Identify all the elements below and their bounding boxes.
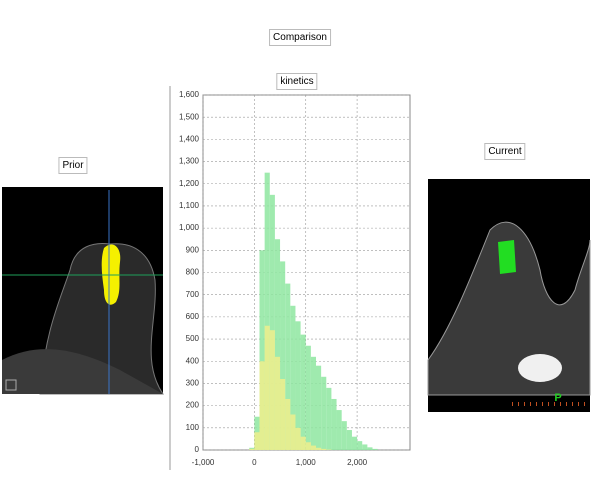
histogram-bar bbox=[290, 305, 296, 450]
histogram-bar bbox=[274, 356, 281, 450]
histogram-bar bbox=[357, 441, 363, 450]
y-tick-label: 500 bbox=[186, 334, 200, 343]
prior-image bbox=[2, 187, 164, 395]
histogram-bar bbox=[341, 421, 347, 450]
y-tick-label: 600 bbox=[186, 312, 200, 321]
histogram-bar bbox=[346, 430, 352, 450]
histogram-bar bbox=[295, 427, 301, 450]
histogram-bar bbox=[295, 321, 301, 450]
chart-title: kinetics bbox=[276, 73, 318, 90]
histogram-bar bbox=[285, 398, 291, 450]
histogram-bar bbox=[321, 448, 327, 450]
y-tick-label: 800 bbox=[186, 268, 200, 277]
histogram-bar bbox=[300, 436, 306, 450]
x-tick-label: -1,000 bbox=[192, 458, 215, 467]
y-tick-label: 1,200 bbox=[179, 179, 200, 188]
histogram-bar bbox=[351, 436, 358, 450]
prior-label: Prior bbox=[58, 157, 88, 174]
comparison-button[interactable]: Comparison bbox=[269, 29, 331, 46]
histogram-bar bbox=[321, 376, 327, 450]
histogram: 0 100 200 300 400 500 600 700 800 900 1,000 1,100 1,… bbox=[179, 90, 411, 467]
y-tick-label: 1,000 bbox=[179, 223, 200, 232]
histogram-bar bbox=[310, 445, 317, 450]
y-tick-label: 1,400 bbox=[179, 134, 200, 143]
histogram-bar bbox=[326, 387, 332, 450]
histogram-bar bbox=[249, 448, 255, 450]
histogram-bar bbox=[290, 414, 296, 450]
histogram-bar bbox=[274, 239, 281, 450]
histogram-bar bbox=[336, 410, 342, 450]
x-tick-label: 1,000 bbox=[296, 458, 317, 467]
y-tick-label: 100 bbox=[186, 423, 200, 432]
histogram-bar bbox=[264, 325, 270, 450]
histogram-bar bbox=[285, 283, 291, 450]
histogram-bar bbox=[316, 365, 322, 450]
histogram-bar bbox=[264, 172, 270, 450]
histogram-bar bbox=[367, 447, 373, 450]
histogram-bar bbox=[259, 361, 265, 450]
y-tick-label: 200 bbox=[186, 401, 200, 410]
histogram-bar bbox=[310, 356, 317, 450]
histogram-bar bbox=[316, 447, 322, 450]
y-tick-label: 1,600 bbox=[179, 90, 200, 99]
histogram-bar bbox=[372, 448, 378, 450]
histogram-bar bbox=[362, 444, 368, 450]
histogram-bar bbox=[280, 379, 286, 450]
orientation-label: P bbox=[554, 392, 561, 404]
y-tick-label: 1,100 bbox=[179, 201, 200, 210]
histogram-bar bbox=[269, 194, 275, 450]
histogram-bar bbox=[259, 250, 265, 450]
current-label: Current bbox=[484, 143, 526, 160]
histogram-bar bbox=[305, 442, 311, 450]
y-tick-label: 0 bbox=[195, 445, 200, 454]
histogram-bar bbox=[254, 432, 260, 450]
histogram-bar bbox=[331, 398, 337, 450]
y-tick-label: 700 bbox=[186, 290, 200, 299]
x-tick-label: 2,000 bbox=[347, 458, 368, 467]
y-tick-label: 400 bbox=[186, 356, 200, 365]
y-tick-label: 300 bbox=[186, 379, 200, 388]
x-tick-label: 0 bbox=[252, 458, 257, 467]
current-image: P bbox=[427, 179, 591, 412]
y-tick-label: 1,300 bbox=[179, 157, 200, 166]
histogram-bar bbox=[305, 345, 311, 450]
y-tick-label: 900 bbox=[186, 245, 200, 254]
y-tick-label: 1,500 bbox=[179, 112, 200, 121]
histogram-bar bbox=[300, 334, 306, 450]
histogram-bar bbox=[269, 330, 275, 450]
histogram-bar bbox=[280, 261, 286, 450]
